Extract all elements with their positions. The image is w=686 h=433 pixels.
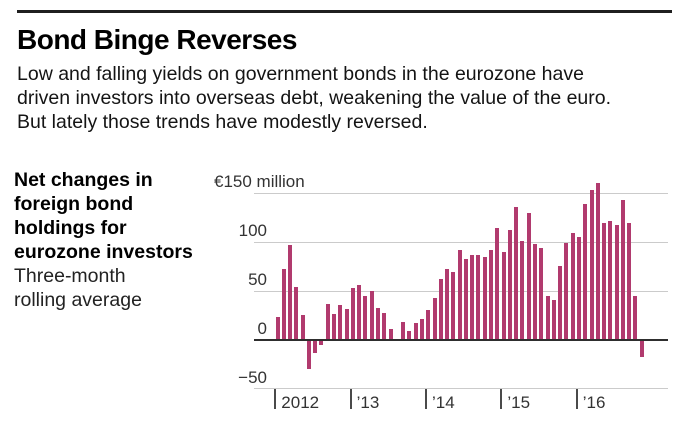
zero-axis-line <box>254 338 668 341</box>
data-bar <box>539 247 544 340</box>
chart-caption-line: foreign bond <box>14 193 134 215</box>
data-bar <box>532 243 537 340</box>
data-bar <box>589 190 594 340</box>
data-bar <box>281 269 286 340</box>
data-bar <box>583 203 588 340</box>
x-tick-label: ’13 <box>356 393 380 412</box>
data-bar <box>438 278 443 340</box>
data-bar <box>445 269 450 340</box>
data-bar <box>545 295 550 340</box>
data-bar <box>275 317 280 340</box>
data-bar <box>313 339 318 354</box>
data-bar <box>357 284 362 340</box>
data-bar <box>451 272 456 340</box>
top-rule-divider <box>17 10 672 13</box>
data-bar <box>363 295 368 340</box>
y-gridline <box>254 192 668 194</box>
x-tick <box>425 389 428 409</box>
data-bar <box>639 339 644 358</box>
data-bar <box>388 328 393 340</box>
x-tick-label: ’14 <box>432 393 455 412</box>
data-bar <box>614 225 619 340</box>
data-bar <box>633 295 638 340</box>
data-bar <box>526 213 531 340</box>
data-bar <box>350 287 355 340</box>
data-bar <box>426 310 431 340</box>
y-tick-label: 0 <box>257 319 267 338</box>
data-bar <box>476 255 481 340</box>
data-bar <box>401 321 406 340</box>
y-tick-label: −50 <box>238 367 267 387</box>
data-bar <box>407 330 412 340</box>
chart-subcaption-line: rolling average <box>14 289 142 311</box>
data-bar <box>332 314 337 340</box>
data-bar <box>288 244 293 340</box>
data-bar <box>470 254 475 340</box>
intro-text-line: driven investors into overseas debt, wea… <box>17 87 612 109</box>
data-bar <box>319 339 324 346</box>
data-bar <box>300 315 305 340</box>
data-bar <box>570 233 575 340</box>
data-bar <box>507 230 512 340</box>
data-bar <box>627 223 632 340</box>
chart-caption-line: eurozone investors <box>14 241 193 263</box>
x-tick <box>500 389 503 409</box>
data-bar <box>344 309 349 340</box>
data-bar <box>595 183 600 340</box>
data-bar <box>369 290 374 340</box>
data-bar <box>338 305 343 340</box>
y-axis-unit-label: €150 million <box>214 172 305 192</box>
x-tick-label: ’15 <box>507 393 531 412</box>
y-gridline <box>254 241 668 243</box>
data-bar <box>501 251 506 340</box>
y-tick-label: 100 <box>238 221 267 241</box>
chart-caption-line: Net changes in <box>14 169 153 191</box>
data-bar <box>620 199 625 340</box>
data-bar <box>489 249 494 340</box>
data-bar <box>495 228 500 340</box>
data-bar <box>463 259 468 340</box>
intro-text-line: But lately those trends have modestly re… <box>17 111 428 133</box>
data-bar <box>520 240 525 340</box>
chart-caption-line: holdings for <box>14 217 127 239</box>
data-bar <box>482 257 487 340</box>
data-bar <box>419 318 424 340</box>
page-title: Bond Binge Reverses <box>17 24 297 55</box>
data-bar <box>576 236 581 340</box>
x-tick-label: ’16 <box>582 393 606 412</box>
data-bar <box>413 322 418 340</box>
data-bar <box>432 298 437 340</box>
x-tick-label: 2012 <box>281 393 320 412</box>
intro-text-line: Low and falling yields on government bon… <box>17 63 584 85</box>
data-bar <box>514 206 519 340</box>
x-tick <box>575 389 578 409</box>
data-bar <box>306 339 311 369</box>
chart-subcaption-line: Three-month <box>14 265 126 287</box>
data-bar <box>294 286 299 340</box>
y-gridline <box>254 388 668 390</box>
y-tick-label: 50 <box>248 270 267 290</box>
data-bar <box>564 242 569 340</box>
x-tick <box>349 389 352 409</box>
data-bar <box>558 266 563 340</box>
data-bar <box>602 223 607 340</box>
data-bar <box>551 300 556 340</box>
data-bar <box>325 304 330 340</box>
data-bar <box>375 308 380 340</box>
data-bar <box>608 221 613 340</box>
data-bar <box>457 249 462 340</box>
data-bar <box>382 313 387 340</box>
x-tick <box>274 389 277 409</box>
